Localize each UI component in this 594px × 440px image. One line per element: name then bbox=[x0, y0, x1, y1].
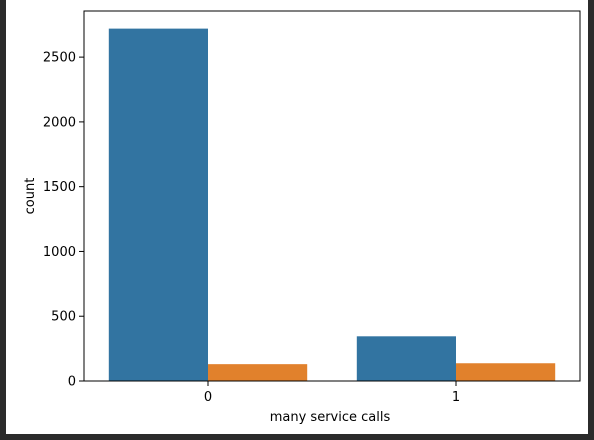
bar-1-series-1 bbox=[456, 363, 556, 381]
bar-1-series-0 bbox=[356, 336, 456, 381]
plot-frame bbox=[83, 10, 581, 382]
y-tick-label-2000: 2000 bbox=[43, 115, 76, 130]
y-tick-label-2500: 2500 bbox=[43, 51, 76, 66]
x-tick-label-1: 1 bbox=[452, 390, 460, 405]
x-axis-label: many service calls bbox=[270, 410, 391, 425]
bar-0-series-0 bbox=[108, 28, 208, 381]
y-tick-label-1000: 1000 bbox=[43, 245, 76, 260]
y-axis-ticks: 0 500 1000 1500 2000 2500 bbox=[43, 51, 84, 390]
y-tick-label-1500: 1500 bbox=[43, 180, 76, 195]
x-tick-label-0: 0 bbox=[204, 390, 212, 405]
y-tick-label-500: 500 bbox=[51, 310, 76, 325]
y-axis-label: count bbox=[23, 178, 38, 215]
bars-group bbox=[108, 28, 556, 381]
y-tick-label-0: 0 bbox=[68, 375, 76, 390]
bar-0-series-1 bbox=[208, 364, 308, 381]
